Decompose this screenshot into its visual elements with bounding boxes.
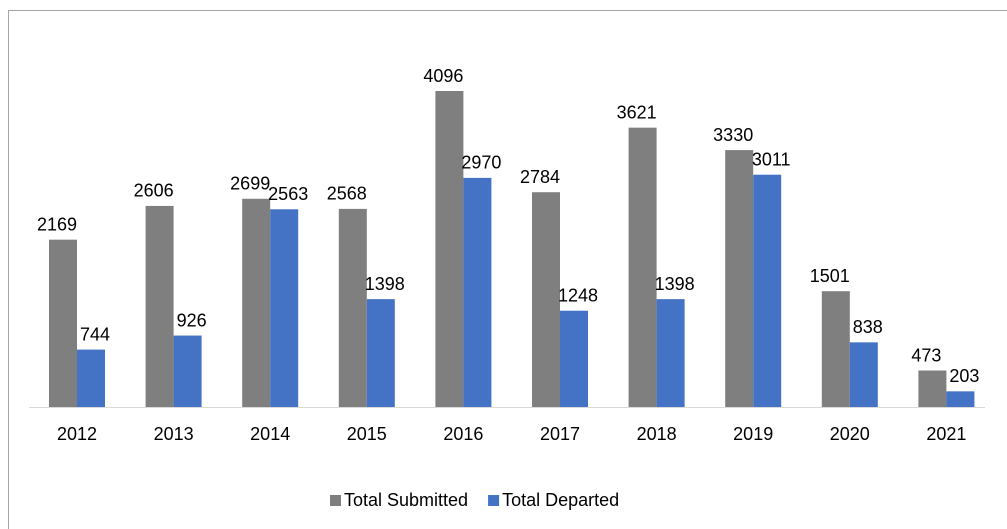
data-label: 2699: [230, 174, 270, 194]
chart-frame: [8, 10, 1007, 529]
data-label: 203: [949, 366, 979, 386]
bar: [849, 342, 878, 407]
x-tick-label: 2020: [830, 424, 870, 444]
data-label: 4096: [423, 66, 463, 86]
data-label: 473: [911, 345, 941, 365]
x-tick-label: 2015: [347, 424, 387, 444]
bar: [532, 192, 560, 407]
data-label: 1398: [365, 274, 405, 294]
data-label: 744: [80, 324, 110, 344]
data-label: 1248: [558, 285, 598, 305]
bar: [173, 335, 202, 407]
legend-swatch: [330, 495, 341, 506]
bar: [656, 299, 685, 407]
data-label: 2563: [268, 184, 308, 204]
data-label: 926: [177, 310, 207, 330]
legend-swatch: [488, 495, 500, 506]
x-tick-label: 2019: [733, 424, 773, 444]
x-tick-label: 2017: [540, 424, 580, 444]
bar: [366, 299, 395, 407]
data-label: 3621: [617, 102, 657, 122]
data-label: 1398: [655, 274, 695, 294]
bar: [560, 310, 588, 407]
x-tick-label: 2021: [926, 424, 966, 444]
legend-label: Total Submitted: [344, 490, 468, 510]
bar: [77, 349, 105, 407]
bar: [49, 239, 77, 407]
data-label: 838: [853, 317, 883, 337]
bar: [753, 174, 782, 407]
bar: [435, 91, 464, 407]
data-label: 2568: [327, 184, 367, 204]
data-label: 2784: [520, 167, 560, 187]
x-tick-label: 2013: [154, 424, 194, 444]
bar: [946, 391, 975, 407]
bar: [270, 209, 299, 407]
bar: [628, 127, 657, 407]
bar: [145, 205, 174, 407]
data-label: 2169: [37, 214, 77, 234]
x-tick-label: 2016: [443, 424, 483, 444]
data-label: 1501: [810, 266, 850, 286]
bar: [242, 198, 271, 407]
x-tick-label: 2012: [57, 424, 97, 444]
data-label: 3330: [713, 125, 753, 145]
bar: [821, 291, 850, 407]
data-label: 3011: [752, 149, 791, 169]
data-label: 2970: [461, 153, 501, 173]
bar: [463, 177, 492, 407]
x-tick-label: 2014: [250, 424, 290, 444]
bar: [338, 208, 367, 407]
legend-label: Total Departed: [502, 490, 619, 510]
bar: [918, 370, 947, 407]
data-label: 2606: [134, 181, 174, 201]
x-tick-label: 2018: [637, 424, 677, 444]
bar: [725, 150, 754, 407]
